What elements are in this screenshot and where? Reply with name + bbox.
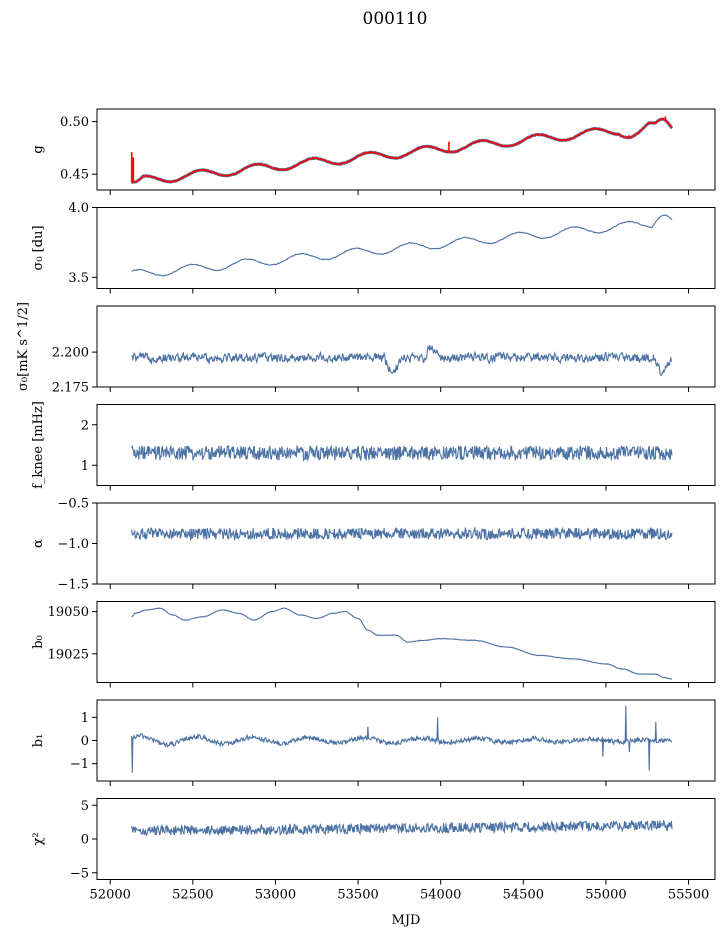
y-tick-label: 4.0	[68, 201, 89, 216]
y-axis-label: α	[31, 539, 46, 548]
x-tick-label: 53000	[255, 888, 296, 903]
series-fknee-line	[131, 444, 673, 463]
x-tick-label: 53500	[337, 888, 378, 903]
y-tick-label: 19050	[48, 605, 89, 620]
y-tick-label: 1	[81, 459, 89, 474]
series-g-overlay	[131, 118, 673, 184]
y-tick-label: 5	[81, 799, 89, 814]
axes-frame	[96, 207, 716, 289]
panels: 0.45 0.50 g 3.5 4.0 σ₀ [du] 2.175 2.200 σ₀[mK s^…	[16, 108, 716, 903]
panel-b1: −1 0 1 b₁	[31, 699, 716, 786]
panel-g: 0.45 0.50 g	[31, 108, 716, 195]
y-axis-label: b₀	[31, 635, 46, 649]
axes-frame	[96, 601, 716, 683]
y-tick-label: 19025	[48, 647, 89, 662]
y-tick-label: −1	[70, 757, 89, 772]
series-sigma0_du-line	[131, 214, 673, 277]
series-sigma0_mks-line	[131, 344, 673, 376]
series-chi2-line	[131, 819, 673, 837]
x-tick-label: 55000	[585, 888, 626, 903]
panel-sigma0_du: 3.5 4.0 σ₀ [du]	[31, 201, 716, 294]
y-tick-label: 1	[81, 711, 89, 726]
axes-frame	[96, 798, 716, 880]
y-tick-label: −0.5	[57, 497, 89, 512]
x-tick-label: 55500	[668, 888, 709, 903]
y-tick-label: 0	[81, 833, 89, 848]
y-axis-label: f_knee [mHz]	[31, 401, 46, 489]
axes-frame	[96, 502, 716, 585]
y-tick-label: −1.5	[57, 578, 89, 593]
y-axis-label: b₁	[31, 734, 46, 748]
panel-b0: 19025 19050 b₀	[31, 601, 716, 688]
axes-frame	[96, 305, 716, 388]
y-tick-label: 0.45	[60, 168, 89, 183]
y-tick-label: 0	[81, 734, 89, 749]
panel-chi2: −5 0 5 52000 52500 53000 53500 54000 54500 55000 5…	[31, 798, 716, 903]
panel-sigma0_mks: 2.175 2.200 σ₀[mK s^1/2]	[16, 302, 716, 396]
panel-fknee: 1 2 f_knee [mHz]	[31, 401, 716, 491]
y-tick-label: 3.5	[68, 271, 89, 286]
axes-frame	[96, 108, 716, 191]
x-axis-label: MJD	[392, 913, 421, 928]
y-axis-label: χ²	[31, 832, 46, 845]
y-axis-label: σ₀[mK s^1/2]	[16, 302, 31, 391]
y-tick-label: −1.0	[57, 537, 89, 552]
chart-title: 000110	[363, 9, 428, 29]
series-b0-line	[131, 607, 672, 680]
y-tick-label: 0.50	[60, 115, 89, 130]
series-alpha-line	[131, 526, 673, 542]
y-axis-label: σ₀ [du]	[31, 225, 46, 270]
y-tick-label: 2.200	[52, 346, 89, 361]
y-tick-label: 2	[81, 418, 89, 433]
x-tick-label: 54500	[503, 888, 544, 903]
y-axis-label: g	[31, 145, 46, 153]
x-tick-label: 52000	[90, 888, 131, 903]
y-tick-label: 2.175	[52, 381, 89, 396]
y-tick-label: −5	[70, 866, 89, 881]
panel-alpha: −1.5 −1.0 −0.5 α	[31, 497, 716, 593]
axes-frame	[96, 404, 716, 486]
x-tick-label: 52500	[172, 888, 213, 903]
x-tick-label: 54000	[420, 888, 461, 903]
series-b1-line	[131, 705, 673, 773]
